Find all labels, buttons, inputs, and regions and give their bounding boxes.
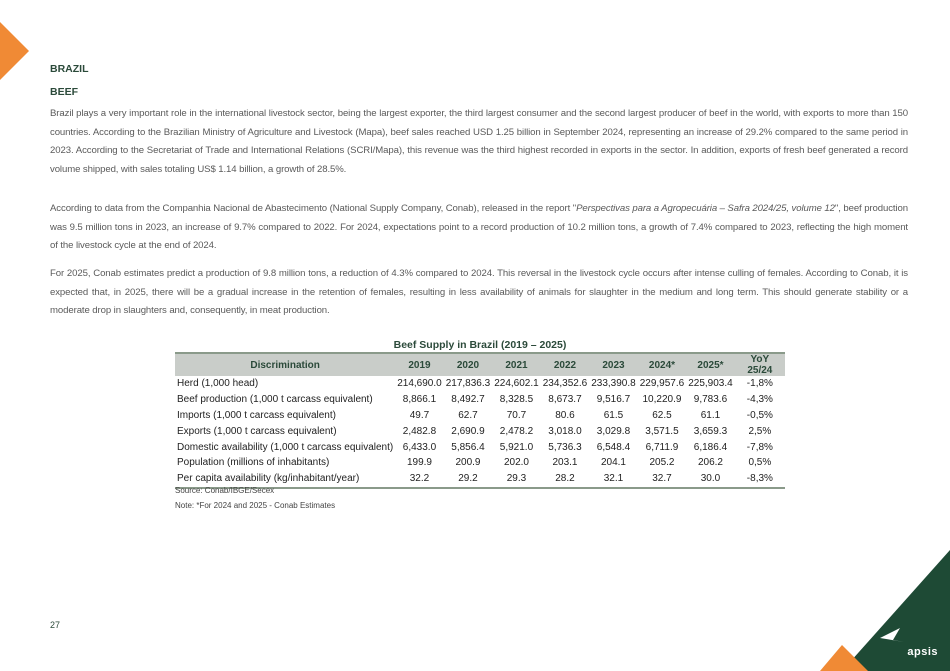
- table-cell: 62.7: [458, 409, 478, 421]
- table-title: Beef Supply in Brazil (2019 – 2025): [393, 339, 567, 351]
- column-header: 2022: [540, 352, 590, 376]
- table-cell: 30.0: [686, 470, 735, 489]
- table-cell: 32.1: [589, 470, 638, 489]
- table-cell: 2,482.8: [402, 425, 437, 437]
- column-header: 2019: [395, 352, 444, 376]
- column-header: 2025*: [686, 352, 735, 376]
- report-title: Perspectivas para a Agropecuária – Safra…: [576, 203, 835, 214]
- corner-decoration: [820, 550, 950, 671]
- table-cell: 3,659.3: [693, 425, 728, 437]
- row-label: Beef production (1,000 t carcass equival…: [177, 394, 373, 406]
- section-subheading: BEEF: [50, 86, 79, 98]
- column-header: 2023: [589, 352, 638, 376]
- table-cell: 29.2: [443, 470, 493, 489]
- green-corner-shape: [842, 550, 950, 671]
- paragraph-3: For 2025, Conab estimates predict a prod…: [50, 268, 908, 317]
- row-label: Imports (1,000 t carcass equivalent): [177, 409, 336, 421]
- column-header: YoY 25/24: [734, 352, 785, 376]
- table-cell: 9,516.7: [596, 394, 631, 406]
- page-number: 27: [50, 620, 61, 630]
- table-cell: 214,690.0: [397, 378, 442, 390]
- table-cell: 6,186.4: [693, 441, 728, 453]
- table-cell: 6,711.9: [645, 441, 679, 453]
- column-header: 2021: [492, 352, 541, 376]
- table-cell: -8,3%: [734, 470, 785, 489]
- table-row: Per capita availability (kg/inhabitant/y…: [175, 470, 785, 489]
- table-cell: 206.2: [697, 457, 723, 469]
- paragraph-2: According to data from the Companhia Nac…: [50, 200, 908, 256]
- table-cell: 80.6: [555, 409, 575, 421]
- table-cell: 3,029.8: [596, 425, 631, 437]
- paragraph-2-text: According to data from the Companhia Nac…: [50, 203, 577, 214]
- table-cell: 9,783.6: [693, 394, 728, 406]
- table-cell: 2,690.9: [451, 425, 485, 437]
- table-cell: 2,478.2: [499, 425, 534, 437]
- table-source: Source: Conab/IBGE/Secex: [175, 486, 275, 495]
- table-row: Domestic availability (1,000 t carcass e…: [175, 439, 785, 455]
- table-cell: 8,673.7: [548, 394, 582, 406]
- table-note: Note: *For 2024 and 2025 - Conab Estimat…: [175, 501, 336, 510]
- table-cell: 6,548.4: [596, 441, 631, 453]
- table-header-row: Discrimination 2019 2020 2021 2022 2023 2024* 2…: [175, 352, 785, 376]
- row-label: Herd (1,000 head): [177, 378, 259, 390]
- table-cell: 61.5: [603, 409, 624, 421]
- table-cell: 229,957.6: [639, 378, 685, 390]
- table-cell: 5,856.4: [451, 441, 485, 453]
- table-cell: 5,736.3: [548, 441, 582, 453]
- beef-supply-table: Discrimination 2019 2020 2021 2022 2023 2024* 2…: [175, 352, 785, 489]
- table-cell: 6,433.0: [402, 441, 437, 453]
- apsis-logo: apsis: [907, 646, 938, 658]
- table-cell: 8,328.5: [499, 394, 534, 406]
- table-cell: 2,5%: [748, 425, 772, 437]
- table-cell: 3,571.5: [645, 425, 679, 437]
- table-cell: 32.2: [395, 470, 444, 489]
- table-cell: -1,8%: [746, 378, 773, 390]
- column-header: 2020: [443, 352, 493, 376]
- table-cell: 8,492.7: [451, 394, 485, 406]
- table-cell: 203.1: [552, 457, 578, 469]
- table-cell: 28.2: [540, 470, 590, 489]
- table-cell: 224,602.1: [494, 378, 539, 390]
- paragraph-1: Brazil plays a very important role in th…: [50, 108, 908, 175]
- column-header: Discrimination: [175, 352, 396, 376]
- table-cell: -7,8%: [746, 441, 773, 453]
- row-label: Domestic availability (1,000 t carcass e…: [177, 441, 394, 453]
- table-row: Exports (1,000 t carcass equivalent) 2,48…: [175, 423, 785, 439]
- table-cell: 0,5%: [748, 457, 772, 469]
- paragraph-2-text-end: ", beef production was 9.5 million tons …: [50, 203, 908, 252]
- table-row: Imports (1,000 t carcass equivalent) 49.7…: [175, 408, 785, 424]
- table-cell: 217,836.3: [445, 378, 491, 390]
- table-cell: 202.0: [503, 457, 529, 469]
- orange-triangle-decoration: [0, 22, 29, 80]
- section-heading: BRAZIL: [50, 63, 89, 75]
- table-cell: 225,903.4: [688, 378, 733, 390]
- table-row: Beef production (1,000 t carcass equival…: [175, 392, 785, 408]
- orange-corner-shape: [820, 645, 868, 671]
- table-cell: 61.1: [700, 409, 721, 421]
- table-cell: 49.7: [409, 409, 430, 421]
- table-cell: 8,866.1: [402, 394, 437, 406]
- table-cell: 10,220.9: [642, 394, 682, 406]
- table-cell: 5,921.0: [499, 441, 534, 453]
- table-cell: 62.5: [652, 409, 672, 421]
- apsis-logo-icon: [880, 628, 904, 642]
- table-row: Herd (1,000 head) 214,690.0 217,836.3 224,6…: [175, 376, 785, 392]
- table-cell: 32.7: [637, 470, 687, 489]
- table-cell: 233,390.8: [591, 378, 636, 390]
- table-cell: -4,3%: [746, 394, 773, 406]
- column-header: 2024*: [637, 352, 687, 376]
- row-label: Population (millions of inhabitants): [177, 457, 330, 469]
- table-row: Population (millions of inhabitants) 199.…: [175, 455, 785, 471]
- table-cell: 199.9: [406, 457, 432, 469]
- table-cell: -0,5%: [746, 409, 773, 421]
- table-cell: 3,018.0: [548, 425, 582, 437]
- table-cell: 204.1: [600, 457, 626, 469]
- table-cell: 70.7: [506, 409, 527, 421]
- row-label: Per capita availability (kg/inhabitant/y…: [175, 470, 396, 489]
- table-cell: 205.2: [649, 457, 675, 469]
- table-cell: 200.9: [455, 457, 481, 469]
- table-cell: 29.3: [492, 470, 541, 489]
- row-label: Exports (1,000 t carcass equivalent): [177, 425, 337, 437]
- table-cell: 234,352.6: [542, 378, 588, 390]
